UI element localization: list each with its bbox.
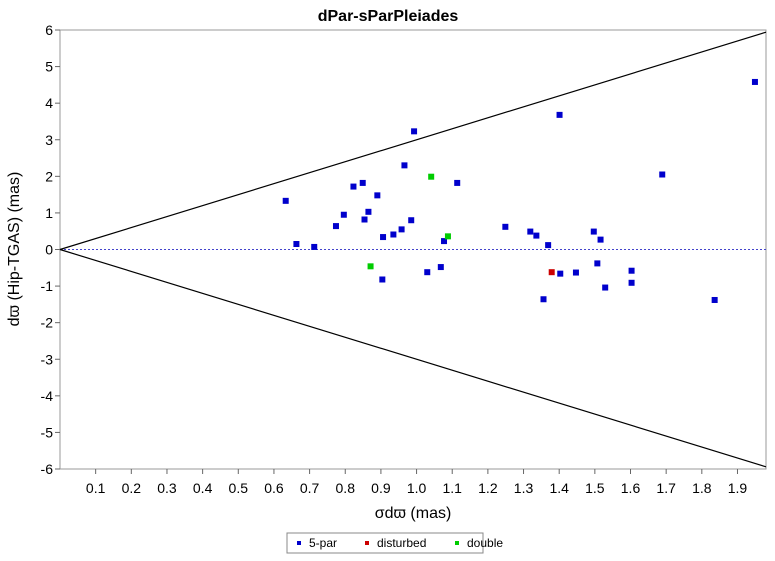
point-5-par [597,236,604,243]
point-5-par [293,241,300,248]
point-5-par [311,243,318,250]
point-5-par [408,217,415,224]
point-5-par [441,238,448,245]
x-tick-label: 1.2 [478,480,498,496]
legend-marker-double [455,541,459,545]
x-tick-label: 1.0 [407,480,427,496]
legend-marker-5-par [297,541,301,545]
point-5-par [282,197,289,204]
point-5-par [374,192,381,199]
y-tick-label: -3 [41,351,54,367]
point-5-par [350,183,357,190]
y-axis-label: dϖ (Hip-TGAS) (mas) [6,172,23,327]
legend-label-disturbed: disturbed [377,536,426,550]
legend-label-double: double [467,536,503,550]
y-tick-label: 1 [45,205,53,221]
y-tick-label: 0 [45,242,53,258]
x-tick-label: 0.2 [122,480,142,496]
point-5-par [590,228,597,235]
point-5-par [540,296,547,303]
point-5-par [398,226,405,233]
y-tick-label: 6 [45,22,53,38]
x-tick-label: 0.4 [193,480,213,496]
y-tick-label: -1 [41,278,54,294]
point-5-par [379,276,386,283]
y-tick-label: -5 [41,424,54,440]
point-double [367,263,374,270]
y-tick-label: -2 [41,315,54,331]
legend: 5-par disturbed double [286,532,503,554]
y-tick-label: -4 [41,388,54,404]
x-tick-label: 1.5 [585,480,605,496]
x-tick-label: 1.8 [692,480,712,496]
point-5-par [557,270,564,277]
point-5-par [628,267,635,274]
point-5-par [390,231,397,238]
point-5-par [659,171,666,178]
x-tick-label: 0.3 [157,480,177,496]
legend-box [286,532,484,554]
point-5-par [572,269,579,276]
x-tick-label: 1.1 [442,480,462,496]
x-tick-label: 1.9 [728,480,748,496]
point-5-par [454,179,461,186]
point-5-par [359,179,366,186]
point-5-par [437,264,444,271]
y-tick-label: 5 [45,59,53,75]
point-5-par [424,269,431,276]
point-double [428,173,435,180]
point-double [444,233,451,240]
point-5-par [502,223,509,230]
x-tick-label: 0.5 [229,480,249,496]
reference-lines [59,31,767,468]
point-5-par [533,232,540,239]
chart-title: dPar-sParPleiades [318,8,459,25]
point-5-par [380,234,387,241]
point-5-par [361,216,368,223]
x-tick-label: 0.6 [264,480,284,496]
x-tick-label: 1.7 [656,480,676,496]
x-tick-label: 0.7 [300,480,320,496]
point-5-par [711,296,718,303]
point-5-par [594,260,601,267]
point-5-par [602,284,609,291]
x-tick-label: 0.8 [336,480,356,496]
x-tick-label: 1.4 [549,480,569,496]
point-disturbed [548,269,555,276]
data-points [282,78,758,303]
point-5-par [401,162,408,169]
x-tick-label: 1.6 [621,480,641,496]
x-tick-label: 0.9 [371,480,391,496]
point-5-par [751,78,758,85]
point-5-par [365,208,372,215]
point-5-par [545,242,552,249]
y-tick-label: 4 [45,95,53,111]
upper-envelope-line [59,31,767,251]
x-tick-label: 1.3 [514,480,534,496]
legend-label-5-par: 5-par [309,536,337,550]
y-tick-label: 2 [45,168,53,184]
x-tick-label: 0.1 [86,480,106,496]
point-5-par [340,211,347,218]
lower-envelope-line [59,248,767,468]
point-5-par [411,128,418,135]
point-5-par [556,111,563,118]
y-tick-label: -6 [41,461,54,477]
point-5-par [332,223,339,230]
x-axis-label: σdϖ (mas) [375,505,452,522]
axis-ticks: 0.1 0.2 0.3 0.4 0.5 0.6 0.7 0.8 0.9 1.0 1.1 1.2 1.3 1… [41,22,748,496]
y-tick-label: 3 [45,132,53,148]
point-5-par [527,228,534,235]
legend-marker-disturbed [365,541,369,545]
point-5-par [628,279,635,286]
